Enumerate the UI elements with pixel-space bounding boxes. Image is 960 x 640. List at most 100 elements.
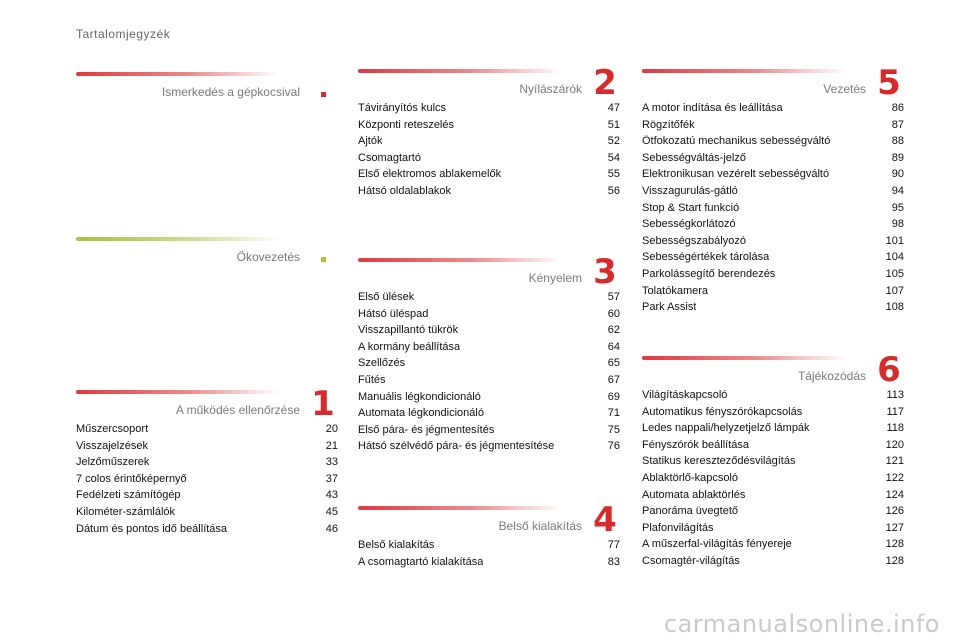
toc-entry-page: 107 xyxy=(885,284,904,297)
toc-entry[interactable]: Világításkapcsoló 113 xyxy=(642,389,904,406)
section-title: Kényelem xyxy=(528,271,582,285)
toc-entry[interactable]: Sebességértékek tárolása 104 xyxy=(642,251,904,268)
toc-entry[interactable]: Első pára- és jégmentesítés 75 xyxy=(358,424,620,441)
toc-entry[interactable]: Visszajelzések 21 xyxy=(76,440,338,457)
toc-entry-page: 65 xyxy=(607,357,620,370)
toc-entry[interactable]: Műszercsoport 20 xyxy=(76,423,338,440)
toc-entry[interactable]: Stop & Start funkció 95 xyxy=(642,202,904,219)
toc-entry[interactable]: Központi reteszelés 51 xyxy=(358,119,620,136)
toc-entry-page: 33 xyxy=(325,456,338,469)
toc-entry-label: Világításkapcsoló xyxy=(642,389,728,401)
toc-entry[interactable]: Rögzítőfék 87 xyxy=(642,119,904,136)
section-number: 1 xyxy=(311,384,335,424)
toc-entry-page: 90 xyxy=(891,168,904,181)
toc-entry-page: 37 xyxy=(325,472,338,485)
section-5[interactable]: Vezetés 5 A motor indítása és leállítása… xyxy=(642,65,904,329)
toc-entry[interactable]: Belső kialakítás 77 xyxy=(358,539,620,556)
toc-entry-page: 108 xyxy=(885,301,904,314)
toc-entry-label: Ötfokozatú mechanikus sebességváltó xyxy=(642,135,831,148)
section-bar xyxy=(358,258,563,262)
section-title: Ismerkedés a gépkocsival xyxy=(161,85,300,99)
toc-entry-page: 117 xyxy=(886,405,904,418)
section-4[interactable]: Belső kialakítás 4 Belső kialakítás 77 A c… xyxy=(358,502,620,576)
toc-entry[interactable]: Sebességszabályozó 101 xyxy=(642,235,904,252)
toc-entry[interactable]: Panoráma üvegtető 126 xyxy=(642,505,904,522)
toc-entry[interactable]: Kilométer-számlálók 45 xyxy=(76,506,338,523)
toc-entry-label: Sebességszabályozó xyxy=(642,234,746,247)
toc-entry-label: Első elektromos ablakemelők xyxy=(358,168,502,181)
toc-entry[interactable]: Jelzőműszerek 33 xyxy=(76,456,338,473)
toc-entry-label: Fényszórók beállítása xyxy=(642,438,749,451)
toc-entry[interactable]: Első elektromos ablakemelők 55 xyxy=(358,168,620,185)
section-title: Vezetés xyxy=(823,82,866,96)
section-bar xyxy=(76,390,281,394)
toc-entry-label: Panoráma üvegtető xyxy=(642,505,739,518)
toc-entry[interactable]: Visszagurulás-gátló 94 xyxy=(642,185,904,202)
toc-entry-label: Hátsó oldalablakok xyxy=(358,184,451,197)
toc-entry[interactable]: Fűtés 67 xyxy=(358,374,620,391)
toc-entry[interactable]: A csomagtartó kialakítása 83 xyxy=(358,556,620,573)
toc-entry[interactable]: A motor indítása és leállítása 86 xyxy=(642,102,904,119)
section-2[interactable]: Nyílászárók 2 Távirányítós kulcs 47 Közpon… xyxy=(358,65,620,209)
toc-list: Első ülések 57 Hátsó üléspad 60 Visszapillan… xyxy=(358,291,620,457)
toc-entry-label: Automatikus fényszórókapcsolás xyxy=(642,405,803,418)
toc-entry-page: 120 xyxy=(885,438,904,451)
toc-entry-label: Műszercsoport xyxy=(76,423,149,435)
toc-entry[interactable]: Parkolássegítő berendezés 105 xyxy=(642,268,904,285)
toc-list: Távirányítós kulcs 47 Központi reteszelés 5… xyxy=(358,102,620,202)
toc-entry-label: Jelzőműszerek xyxy=(76,456,150,469)
toc-entry[interactable]: Hátsó üléspad 60 xyxy=(358,308,620,325)
toc-entry-page: 67 xyxy=(607,373,620,386)
toc-entry[interactable]: 7 colos érintőképernyő 37 xyxy=(76,473,338,490)
toc-entry[interactable]: Plafonvilágítás 127 xyxy=(642,522,904,539)
toc-entry-page: 121 xyxy=(885,455,904,468)
toc-entry[interactable]: Távirányítós kulcs 47 xyxy=(358,102,620,119)
toc-entry[interactable]: Csomagtartó 54 xyxy=(358,152,620,169)
toc-entry-label: Automata ablaktörlés xyxy=(642,488,746,501)
section-1[interactable]: A működés ellenőrzése 1 Műszercsoport 20 V… xyxy=(76,386,338,550)
toc-entry-label: Elektronikusan vezérelt sebességváltó xyxy=(642,168,830,181)
toc-entry-page: 71 xyxy=(607,407,620,420)
toc-entry[interactable]: Ajtók 52 xyxy=(358,135,620,152)
toc-entry[interactable]: Hátsó szélvédő pára- és jégmentesítése 76 xyxy=(358,440,620,457)
toc-entry-page: 76 xyxy=(607,440,620,453)
toc-entry[interactable]: Ledes nappali/helyzetjelző lámpák 118 xyxy=(642,422,904,439)
toc-entry[interactable]: Automata légkondicionáló 71 xyxy=(358,407,620,424)
toc-entry-label: Rögzítőfék xyxy=(642,118,695,131)
section-bar xyxy=(358,69,563,73)
toc-entry[interactable]: Tolatókamera 107 xyxy=(642,285,904,302)
toc-entry-page: 52 xyxy=(607,135,620,148)
toc-entry[interactable]: Csomagtér-világítás 128 xyxy=(642,555,904,572)
toc-entry[interactable]: A kormány beállítása 64 xyxy=(358,341,620,358)
toc-entry[interactable]: Dátum és pontos idő beállítása 46 xyxy=(76,523,338,540)
toc-entry-page: 77 xyxy=(607,539,620,551)
toc-entry[interactable]: Automatikus fényszórókapcsolás 117 xyxy=(642,406,904,423)
toc-entry[interactable]: Visszapillantó tükrök 62 xyxy=(358,324,620,341)
toc-entry-label: Park Assist xyxy=(642,301,697,314)
toc-entry-page: 56 xyxy=(607,184,620,197)
section-number: 6 xyxy=(877,350,901,390)
toc-entry[interactable]: Első ülések 57 xyxy=(358,291,620,308)
toc-entry-page: 118 xyxy=(886,422,904,435)
toc-entry[interactable]: Automata ablaktörlés 124 xyxy=(642,489,904,506)
section-marker-icon xyxy=(321,92,326,97)
toc-entry[interactable]: Sebességváltás-jelző 89 xyxy=(642,152,904,169)
toc-entry[interactable]: Hátsó oldalablakok 56 xyxy=(358,185,620,202)
toc-entry[interactable]: Ablaktörlő-kapcsoló 122 xyxy=(642,472,904,489)
toc-entry-label: Csomagtér-világítás xyxy=(642,554,740,567)
toc-entry[interactable]: Elektronikusan vezérelt sebességváltó 90 xyxy=(642,168,904,185)
section-title: A működés ellenőrzése xyxy=(175,403,300,417)
toc-entry[interactable]: Statikus kereszteződésvilágítás 121 xyxy=(642,455,904,472)
toc-entry[interactable]: Fényszórók beállítása 120 xyxy=(642,439,904,456)
section-6[interactable]: Tájékozódás 6 Világításkapcsoló 113 Automa… xyxy=(642,352,904,576)
toc-entry-page: 98 xyxy=(891,218,904,231)
toc-entry[interactable]: A műszerfal-világítás fényereje 128 xyxy=(642,538,904,555)
toc-entry[interactable]: Park Assist 108 xyxy=(642,301,904,318)
toc-entry[interactable]: Sebességkorlátozó 98 xyxy=(642,218,904,235)
toc-entry[interactable]: Ötfokozatú mechanikus sebességváltó 88 xyxy=(642,135,904,152)
toc-entry[interactable]: Manuális légkondicionáló 69 xyxy=(358,391,620,408)
section-3[interactable]: Kényelem 3 Első ülések 57 Hátsó üléspad 60 V… xyxy=(358,254,620,468)
toc-entry[interactable]: Fedélzeti számítógép 43 xyxy=(76,489,338,506)
toc-entry[interactable]: Szellőzés 65 xyxy=(358,357,620,374)
toc-entry-page: 87 xyxy=(891,118,904,131)
